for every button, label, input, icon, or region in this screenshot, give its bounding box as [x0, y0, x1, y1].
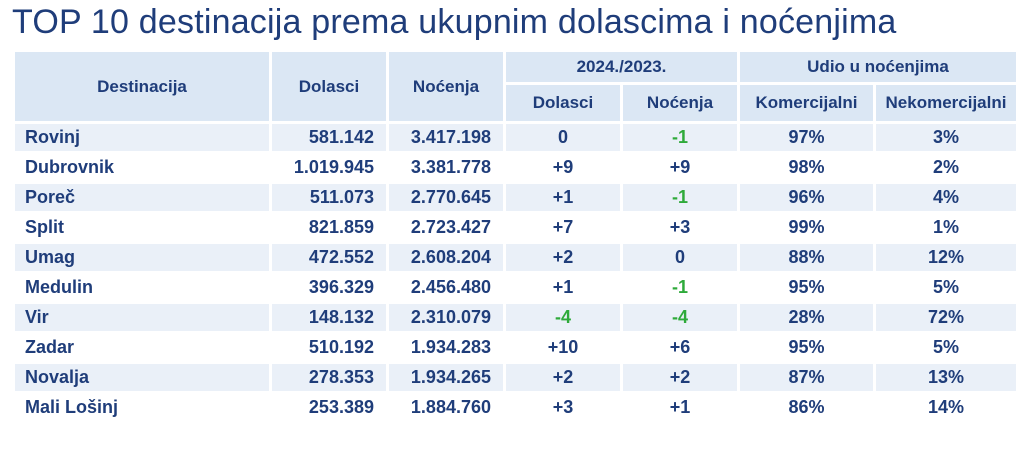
noncommercial-share-cell: 5% — [873, 331, 1019, 364]
noncommercial-share-cell: 5% — [873, 271, 1019, 304]
arrivals-cell: 510.192 — [269, 331, 389, 364]
arrivals-cell: 396.329 — [269, 271, 389, 304]
change-arrivals-cell: -4 — [503, 301, 623, 334]
change-nights-cell: +9 — [620, 151, 740, 184]
arrivals-cell: 1.019.945 — [269, 151, 389, 184]
table-row: Split 821.859 2.723.427 +7 +3 99% 1% — [12, 211, 1019, 244]
destination-cell: Mali Lošinj — [12, 391, 272, 424]
noncommercial-share-cell: 3% — [873, 121, 1019, 154]
commercial-share-cell: 97% — [737, 121, 876, 154]
nights-cell: 3.381.778 — [386, 151, 506, 184]
nights-cell: 3.417.198 — [386, 121, 506, 154]
change-nights-cell: +6 — [620, 331, 740, 364]
destination-cell: Poreč — [12, 181, 272, 214]
destination-cell: Split — [12, 211, 272, 244]
arrivals-cell: 581.142 — [269, 121, 389, 154]
arrivals-cell: 511.073 — [269, 181, 389, 214]
nights-cell: 2.723.427 — [386, 211, 506, 244]
change-arrivals-cell: +3 — [503, 391, 623, 424]
change-arrivals-cell: +7 — [503, 211, 623, 244]
change-arrivals-cell: +1 — [503, 271, 623, 304]
noncommercial-share-cell: 2% — [873, 151, 1019, 184]
commercial-share-cell: 86% — [737, 391, 876, 424]
arrivals-cell: 472.552 — [269, 241, 389, 274]
change-nights-cell: +2 — [620, 361, 740, 394]
nights-cell: 1.884.760 — [386, 391, 506, 424]
commercial-share-cell: 99% — [737, 211, 876, 244]
change-nights-cell: +1 — [620, 391, 740, 424]
destination-cell: Medulin — [12, 271, 272, 304]
destination-cell: Rovinj — [12, 121, 272, 154]
noncommercial-share-cell: 1% — [873, 211, 1019, 244]
change-arrivals-cell: +9 — [503, 151, 623, 184]
destinations-table: Destinacija Dolasci Noćenja 2024./2023. … — [12, 49, 1019, 424]
nights-cell: 1.934.265 — [386, 361, 506, 394]
noncommercial-share-cell: 72% — [873, 301, 1019, 334]
nights-cell: 2.770.645 — [386, 181, 506, 214]
noncommercial-share-cell: 14% — [873, 391, 1019, 424]
commercial-share-cell: 95% — [737, 331, 876, 364]
destination-cell: Umag — [12, 241, 272, 274]
table-row: Umag 472.552 2.608.204 +2 0 88% 12% — [12, 241, 1019, 274]
header-share-group: Udio u noćenjima — [737, 49, 1019, 85]
header-arrivals: Dolasci — [269, 49, 389, 124]
header-noncommercial: Nekomercijalni — [873, 82, 1019, 124]
header-change-group: 2024./2023. — [503, 49, 740, 85]
arrivals-cell: 821.859 — [269, 211, 389, 244]
nights-cell: 1.934.283 — [386, 331, 506, 364]
header-destination: Destinacija — [12, 49, 272, 124]
nights-cell: 2.310.079 — [386, 301, 506, 334]
commercial-share-cell: 87% — [737, 361, 876, 394]
destination-cell: Zadar — [12, 331, 272, 364]
table-row: Novalja 278.353 1.934.265 +2 +2 87% 13% — [12, 361, 1019, 394]
change-arrivals-cell: 0 — [503, 121, 623, 154]
nights-cell: 2.608.204 — [386, 241, 506, 274]
arrivals-cell: 148.132 — [269, 301, 389, 334]
destination-cell: Dubrovnik — [12, 151, 272, 184]
commercial-share-cell: 98% — [737, 151, 876, 184]
table-row: Mali Lošinj 253.389 1.884.760 +3 +1 86% 14% — [12, 391, 1019, 424]
nights-cell: 2.456.480 — [386, 271, 506, 304]
table-row: Medulin 396.329 2.456.480 +1 -1 95% 5% — [12, 271, 1019, 304]
change-nights-cell: 0 — [620, 241, 740, 274]
header-nights: Noćenja — [386, 49, 506, 124]
page-title: TOP 10 destinacija prema ukupnim dolasci… — [12, 3, 897, 41]
table-row: Poreč 511.073 2.770.645 +1 -1 96% 4% — [12, 181, 1019, 214]
header-commercial: Komercijalni — [737, 82, 876, 124]
destination-cell: Novalja — [12, 361, 272, 394]
change-arrivals-cell: +2 — [503, 361, 623, 394]
noncommercial-share-cell: 13% — [873, 361, 1019, 394]
arrivals-cell: 253.389 — [269, 391, 389, 424]
header-change-nights: Noćenja — [620, 82, 740, 124]
change-arrivals-cell: +2 — [503, 241, 623, 274]
change-nights-cell: -1 — [620, 181, 740, 214]
commercial-share-cell: 96% — [737, 181, 876, 214]
change-nights-cell: -1 — [620, 271, 740, 304]
change-nights-cell: -1 — [620, 121, 740, 154]
arrivals-cell: 278.353 — [269, 361, 389, 394]
table-row: Vir 148.132 2.310.079 -4 -4 28% 72% — [12, 301, 1019, 334]
change-nights-cell: -4 — [620, 301, 740, 334]
commercial-share-cell: 95% — [737, 271, 876, 304]
change-arrivals-cell: +1 — [503, 181, 623, 214]
table-body: Rovinj 581.142 3.417.198 0 -1 97% 3% Dubrovnik 1… — [12, 121, 1019, 424]
header-change-arrivals: Dolasci — [503, 82, 623, 124]
destination-cell: Vir — [12, 301, 272, 334]
noncommercial-share-cell: 12% — [873, 241, 1019, 274]
table-row: Rovinj 581.142 3.417.198 0 -1 97% 3% — [12, 121, 1019, 154]
table-row: Dubrovnik 1.019.945 3.381.778 +9 +9 98% 2% — [12, 151, 1019, 184]
change-arrivals-cell: +10 — [503, 331, 623, 364]
commercial-share-cell: 28% — [737, 301, 876, 334]
noncommercial-share-cell: 4% — [873, 181, 1019, 214]
commercial-share-cell: 88% — [737, 241, 876, 274]
table-row: Zadar 510.192 1.934.283 +10 +6 95% 5% — [12, 331, 1019, 364]
change-nights-cell: +3 — [620, 211, 740, 244]
